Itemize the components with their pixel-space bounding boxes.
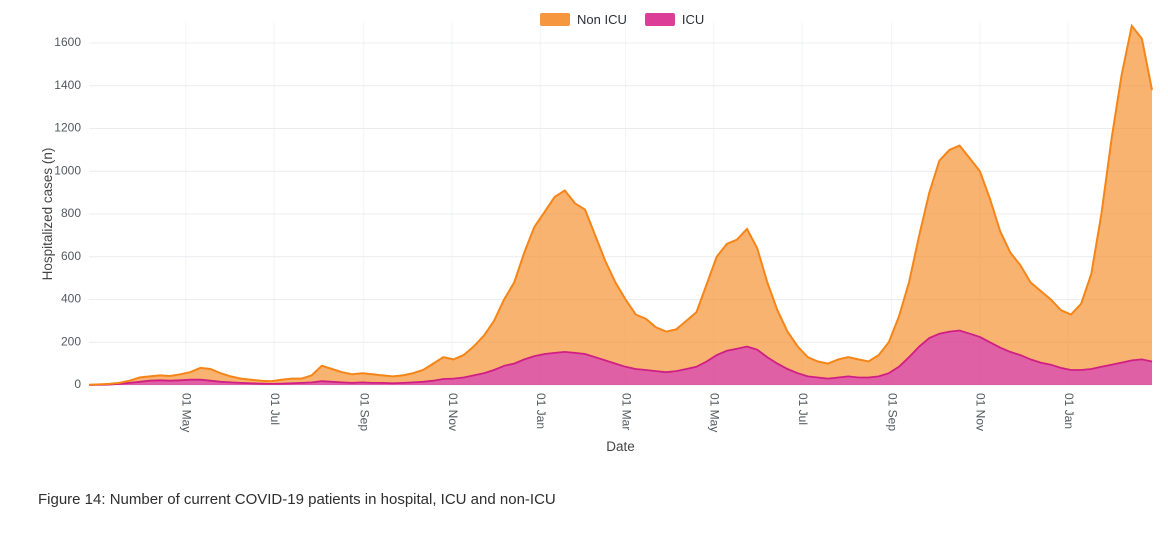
hospitalization-chart: 0 200 400 600 800 1000 1200 1400 1600 01 May 01 Ju… [40, 12, 1153, 454]
figure-caption: Figure 14: Number of current COVID-19 pa… [38, 491, 556, 508]
y-axis-title: Hospitalized cases (n) [40, 148, 55, 281]
x-tick-label: 01 Nov [974, 393, 988, 431]
y-tick-label: 1600 [54, 35, 81, 49]
x-tick-label: 01 Jul [796, 393, 810, 425]
legend-swatch-non-icu [540, 13, 570, 26]
y-tick-label: 200 [61, 334, 81, 348]
legend-swatch-icu [644, 13, 675, 26]
x-tick-label: 01 May [180, 393, 194, 432]
non-icu-area [89, 25, 1152, 386]
chart-legend: Non ICU ICU [540, 12, 704, 27]
x-axis-title: Date [606, 439, 635, 454]
x-tick-label: 01 Sep [358, 393, 372, 431]
y-tick-label: 0 [74, 377, 81, 391]
y-tick-label: 800 [61, 206, 81, 220]
y-tick-label: 1000 [54, 163, 81, 177]
y-tick-label: 1200 [54, 121, 81, 135]
icu-area [89, 330, 1152, 385]
y-tick-label: 1400 [54, 78, 81, 92]
icu-line [88, 329, 1153, 386]
y-tick-label: 600 [61, 249, 81, 263]
x-tick-label: 01 Jan [534, 393, 548, 429]
x-tick-label: 01 Sep [886, 393, 900, 431]
x-tick-label: 01 Nov [446, 393, 460, 431]
legend-item-icu[interactable]: ICU [644, 12, 705, 27]
x-tick-label: 01 May [708, 393, 722, 432]
legend-item-non-icu[interactable]: Non ICU [540, 12, 627, 27]
x-tick-label: 01 Jul [268, 393, 282, 425]
y-tick-label: 400 [61, 292, 81, 306]
hospitalization-chart-svg: 0 200 400 600 800 1000 1200 1400 1600 01 May 01 Ju… [40, 23, 1153, 454]
legend-label-non-icu: Non ICU [577, 12, 627, 27]
legend-label-icu: ICU [681, 12, 705, 27]
x-tick-label: 01 Mar [619, 393, 633, 430]
x-tick-label: 01 Jan [1062, 393, 1076, 429]
non-icu-line [88, 23, 1153, 386]
